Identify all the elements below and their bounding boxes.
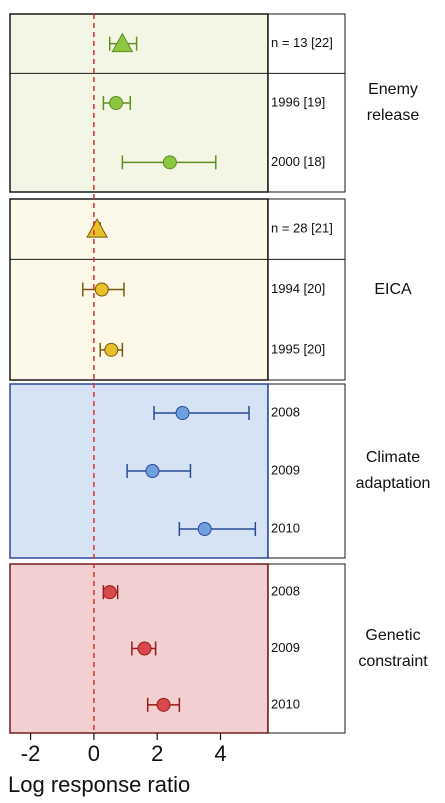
label-box	[267, 383, 346, 559]
row-label: n = 13 [22]	[271, 35, 333, 50]
row-label: 1995 [20]	[271, 341, 325, 356]
x-tick-label: -2	[21, 741, 41, 766]
point	[104, 342, 119, 357]
panel	[9, 198, 269, 381]
row-label: 1996 [19]	[271, 94, 325, 109]
point	[145, 464, 160, 478]
group-label: Genetic constraint	[358, 626, 428, 670]
row-label: 2008	[271, 404, 300, 419]
row-label: 2009	[271, 462, 300, 477]
label-box	[267, 563, 346, 734]
x-tick-label: 2	[151, 741, 163, 766]
group-label: Enemy release	[366, 81, 420, 124]
summary-point	[111, 32, 134, 53]
summary-point	[86, 218, 108, 238]
point	[137, 641, 152, 656]
row-label: 2010	[271, 696, 300, 711]
point	[162, 155, 177, 170]
point	[175, 406, 190, 420]
point	[197, 522, 212, 536]
x-axis-label: Log response ratio	[8, 772, 190, 797]
point	[94, 282, 109, 297]
row-label: 1994 [20]	[271, 281, 325, 296]
group-label: EICA	[374, 280, 412, 298]
row-label: 2008	[271, 584, 300, 599]
point	[109, 96, 124, 110]
row-label: 2000 [18]	[271, 154, 325, 169]
group-label: Climate adaptation	[355, 449, 431, 492]
row-label: 2009	[271, 640, 300, 655]
row-label: 2010	[271, 520, 300, 535]
row-label: n = 28 [21]	[271, 221, 333, 236]
point	[156, 697, 171, 712]
x-tick-label: 0	[88, 741, 100, 766]
label-box	[267, 198, 346, 381]
label-box	[267, 13, 346, 193]
point	[102, 585, 117, 600]
x-tick-label: 4	[214, 741, 226, 766]
panel	[9, 13, 269, 193]
